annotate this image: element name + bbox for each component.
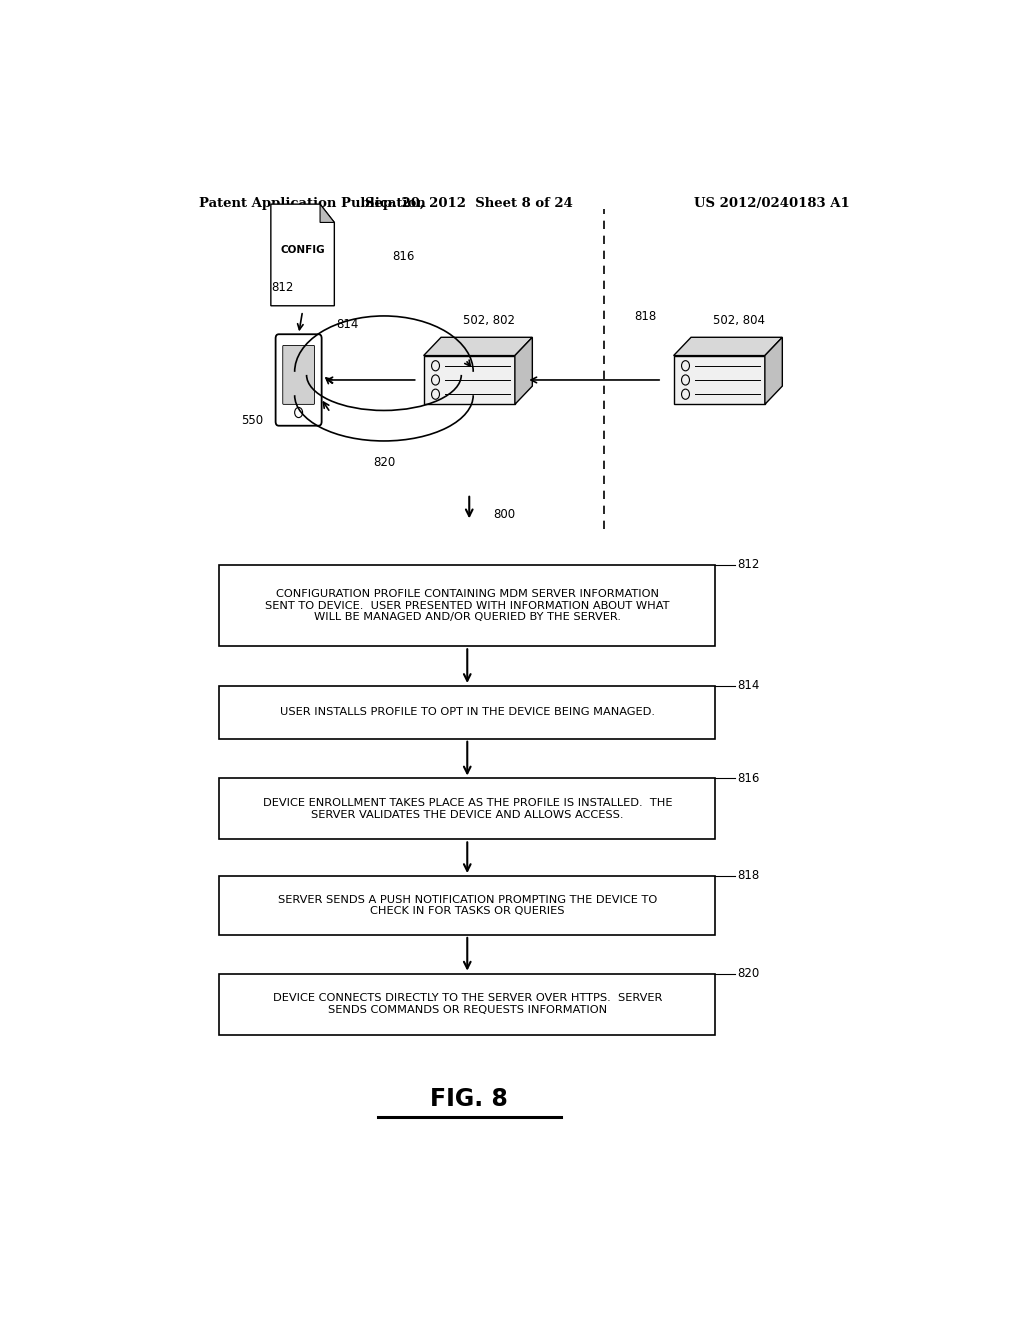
Text: DEVICE CONNECTS DIRECTLY TO THE SERVER OVER HTTPS.  SERVER
SENDS COMMANDS OR REQ: DEVICE CONNECTS DIRECTLY TO THE SERVER O… bbox=[272, 993, 662, 1015]
Polygon shape bbox=[219, 974, 715, 1035]
Text: 820: 820 bbox=[737, 968, 760, 979]
Polygon shape bbox=[219, 686, 715, 739]
Text: Sep. 20, 2012  Sheet 8 of 24: Sep. 20, 2012 Sheet 8 of 24 bbox=[366, 197, 573, 210]
Text: 550: 550 bbox=[241, 414, 263, 428]
Text: 800: 800 bbox=[494, 508, 515, 520]
Polygon shape bbox=[424, 355, 515, 404]
Text: 502, 804: 502, 804 bbox=[713, 314, 765, 327]
Text: 820: 820 bbox=[373, 457, 395, 469]
Text: 502, 802: 502, 802 bbox=[463, 314, 515, 327]
Text: 814: 814 bbox=[737, 680, 760, 693]
Text: USER INSTALLS PROFILE TO OPT IN THE DEVICE BEING MANAGED.: USER INSTALLS PROFILE TO OPT IN THE DEVI… bbox=[280, 708, 654, 717]
Text: US 2012/0240183 A1: US 2012/0240183 A1 bbox=[694, 197, 850, 210]
Text: CONFIGURATION PROFILE CONTAINING MDM SERVER INFORMATION
SENT TO DEVICE.  USER PR: CONFIGURATION PROFILE CONTAINING MDM SER… bbox=[265, 589, 670, 622]
Text: 818: 818 bbox=[737, 870, 760, 883]
Text: 818: 818 bbox=[634, 310, 656, 323]
Text: DEVICE ENROLLMENT TAKES PLACE AS THE PROFILE IS INSTALLED.  THE
SERVER VALIDATES: DEVICE ENROLLMENT TAKES PLACE AS THE PRO… bbox=[262, 799, 672, 820]
Text: 814: 814 bbox=[336, 318, 358, 331]
Polygon shape bbox=[424, 338, 532, 355]
Text: 816: 816 bbox=[737, 772, 760, 785]
Text: Patent Application Publication: Patent Application Publication bbox=[200, 197, 426, 210]
Polygon shape bbox=[515, 338, 532, 404]
Polygon shape bbox=[674, 355, 765, 404]
Polygon shape bbox=[219, 779, 715, 840]
Text: 812: 812 bbox=[737, 558, 760, 572]
Polygon shape bbox=[219, 565, 715, 647]
Text: SERVER SENDS A PUSH NOTIFICATION PROMPTING THE DEVICE TO
CHECK IN FOR TASKS OR Q: SERVER SENDS A PUSH NOTIFICATION PROMPTI… bbox=[278, 895, 656, 916]
Polygon shape bbox=[674, 338, 782, 355]
FancyBboxPatch shape bbox=[283, 346, 314, 404]
Polygon shape bbox=[219, 876, 715, 935]
Polygon shape bbox=[321, 205, 334, 223]
Text: CONFIG: CONFIG bbox=[281, 246, 325, 255]
Polygon shape bbox=[765, 338, 782, 404]
Text: 812: 812 bbox=[270, 281, 293, 293]
Text: 816: 816 bbox=[392, 249, 415, 263]
Text: FIG. 8: FIG. 8 bbox=[430, 1086, 508, 1110]
FancyBboxPatch shape bbox=[275, 334, 322, 426]
Polygon shape bbox=[270, 205, 334, 306]
